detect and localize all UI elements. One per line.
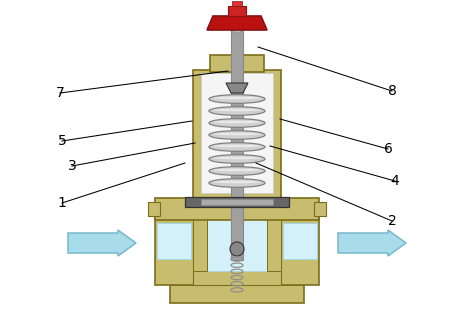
Bar: [210, 55, 264, 72]
Ellipse shape: [209, 143, 265, 151]
Bar: [193, 196, 281, 201]
Text: 8: 8: [388, 84, 396, 98]
Ellipse shape: [213, 109, 261, 111]
Bar: [232, 1, 242, 6]
Bar: [185, 197, 289, 207]
Bar: [193, 70, 281, 200]
Text: 5: 5: [58, 134, 66, 148]
Ellipse shape: [213, 121, 261, 123]
Bar: [157, 223, 191, 259]
Ellipse shape: [209, 131, 265, 139]
Ellipse shape: [209, 107, 265, 115]
Ellipse shape: [213, 97, 261, 99]
Bar: [231, 22, 243, 260]
Bar: [155, 198, 319, 220]
Ellipse shape: [213, 133, 261, 135]
Bar: [148, 202, 160, 216]
Bar: [314, 202, 326, 216]
Bar: [207, 215, 267, 271]
Bar: [170, 285, 304, 303]
Circle shape: [230, 242, 244, 256]
Bar: [201, 199, 273, 205]
Ellipse shape: [209, 95, 265, 103]
Ellipse shape: [209, 155, 265, 163]
Bar: [193, 215, 207, 271]
Bar: [234, 12, 240, 32]
Bar: [283, 223, 317, 259]
Text: 4: 4: [391, 174, 400, 188]
Bar: [228, 6, 246, 16]
Bar: [267, 215, 281, 271]
Text: 6: 6: [383, 142, 392, 156]
Bar: [201, 73, 273, 193]
Ellipse shape: [209, 167, 265, 175]
Polygon shape: [207, 16, 267, 30]
Ellipse shape: [213, 157, 261, 159]
Ellipse shape: [213, 181, 261, 183]
Ellipse shape: [209, 179, 265, 187]
Text: 2: 2: [388, 214, 396, 228]
Text: 7: 7: [55, 86, 64, 100]
Text: 3: 3: [68, 159, 76, 173]
FancyArrow shape: [338, 230, 406, 256]
Ellipse shape: [209, 119, 265, 127]
Ellipse shape: [213, 169, 261, 171]
FancyArrow shape: [68, 230, 136, 256]
Bar: [193, 215, 281, 285]
Bar: [155, 215, 319, 285]
Text: 1: 1: [57, 196, 66, 210]
Polygon shape: [226, 83, 248, 93]
Ellipse shape: [213, 145, 261, 147]
